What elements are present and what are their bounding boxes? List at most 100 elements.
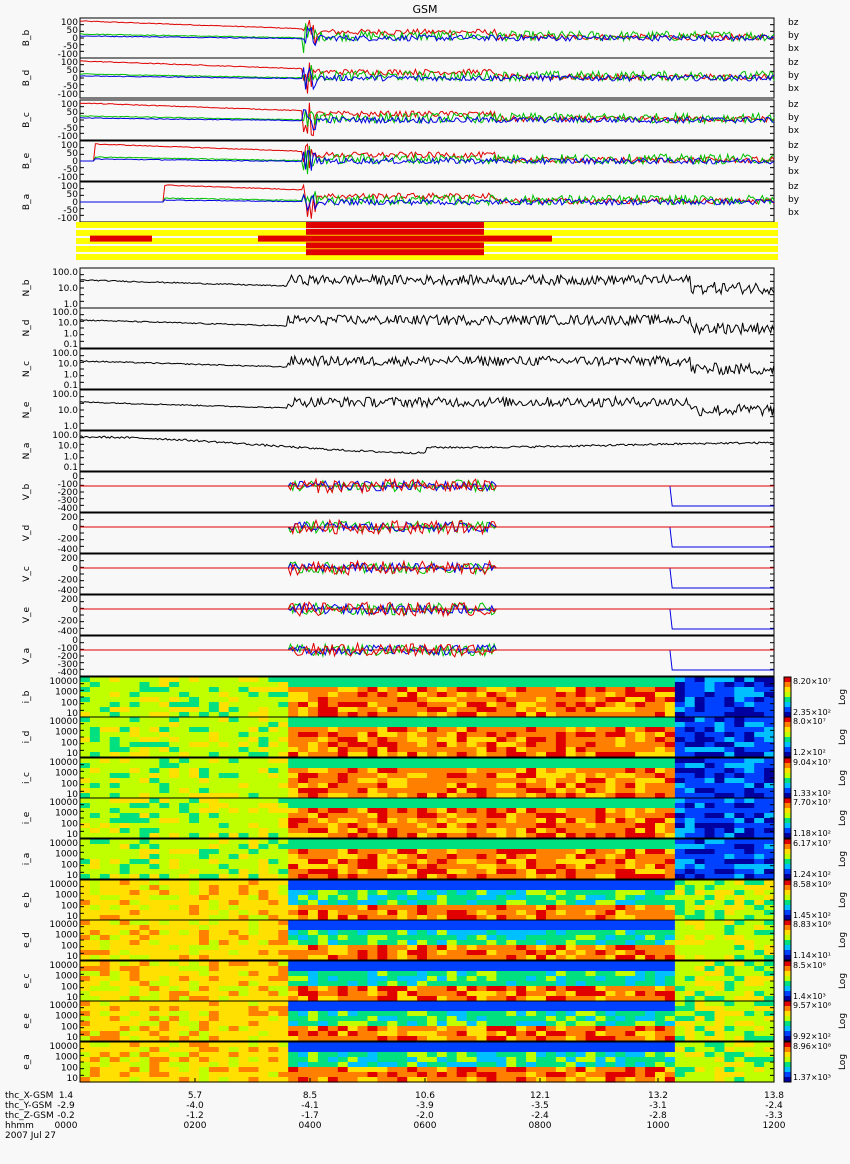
- spectrogram-cell: [308, 783, 319, 789]
- spectrogram-cell: [625, 950, 636, 956]
- spectrogram-cell: [674, 828, 686, 834]
- spectrogram-cell: [208, 991, 220, 997]
- spectrogram-cell: [327, 833, 339, 839]
- spectrogram-cell: [684, 747, 696, 753]
- spectrogram-cell: [417, 732, 428, 738]
- spectrogram-cell: [298, 910, 309, 916]
- spectrogram-cell: [268, 971, 279, 977]
- spectrogram-cell: [268, 880, 279, 886]
- spectrogram-cell: [585, 702, 597, 708]
- spectrogram-cell: [159, 859, 170, 865]
- spectrogram-cell: [208, 844, 220, 850]
- spectrogram-cell: [347, 900, 359, 906]
- series-line: [80, 518, 774, 536]
- spectrogram-cell: [526, 874, 537, 880]
- spectrogram-cell: [367, 869, 378, 875]
- colorbar-segment: [784, 915, 791, 921]
- spectrogram-cell: [149, 803, 160, 809]
- spectrogram-cell: [436, 895, 448, 901]
- spectrogram-cell: [417, 930, 428, 936]
- spectrogram-cell: [565, 763, 577, 769]
- spectrogram-cell: [199, 737, 210, 743]
- spectrogram-cell: [427, 697, 438, 703]
- y-tick-label: 100.0: [52, 431, 78, 441]
- spectrogram-cell: [139, 828, 150, 834]
- spectrogram-cell: [476, 991, 488, 997]
- spectrogram-cell: [704, 966, 716, 972]
- spectrogram-cell: [645, 687, 656, 693]
- spectrogram-cell: [238, 940, 250, 946]
- spectrogram-cell: [327, 783, 339, 789]
- spectrogram-cell: [645, 778, 656, 784]
- spectrogram-cell: [278, 885, 289, 891]
- spectrogram-cell: [684, 976, 696, 982]
- spectrogram-cell: [337, 798, 349, 804]
- spectrogram-cell: [466, 874, 478, 880]
- spectrogram-cell: [486, 869, 497, 875]
- spectrogram-cell: [496, 697, 507, 703]
- spectrogram-cell: [248, 895, 259, 901]
- spectrogram-cell: [169, 773, 180, 779]
- spectrogram-cell: [189, 813, 200, 819]
- spectrogram-cell: [456, 961, 468, 967]
- spectrogram-cell: [208, 808, 220, 814]
- spectrogram-cell: [99, 844, 111, 850]
- spectrogram-cell: [169, 758, 180, 764]
- spectrogram-cell: [129, 971, 141, 977]
- spectrogram-cell: [585, 996, 597, 1002]
- spectrogram-cell: [674, 986, 686, 992]
- spectrogram-cell: [417, 940, 428, 946]
- spectrogram-cell: [327, 874, 339, 880]
- spectrogram-cell: [516, 844, 527, 850]
- spectrogram-cell: [536, 758, 547, 764]
- spectrogram-cell: [555, 880, 567, 886]
- spectrogram-cell: [139, 869, 150, 875]
- spectrogram-cell: [159, 808, 170, 814]
- spectrogram-cell: [436, 961, 448, 967]
- spectrogram-cell: [446, 971, 458, 977]
- spectrogram-cell: [238, 707, 250, 713]
- spectrogram-cell: [248, 768, 259, 774]
- spectrogram-cell: [308, 935, 319, 941]
- spectrogram-cell: [109, 900, 121, 906]
- spectrogram-cell: [208, 859, 220, 865]
- spectrogram-cell: [268, 808, 279, 814]
- spectrogram-cell: [327, 961, 339, 967]
- spectrogram-cell: [516, 833, 527, 839]
- spectrogram-cell: [248, 793, 259, 799]
- spectrogram-cell: [694, 940, 706, 946]
- spectrogram-cell: [228, 950, 240, 956]
- spectrogram-cell: [288, 955, 299, 961]
- spectrogram-cell: [387, 966, 398, 972]
- spectrogram-cell: [337, 758, 349, 764]
- spectrogram-cell: [694, 955, 706, 961]
- spectrogram-cell: [397, 844, 408, 850]
- spectrogram-cell: [199, 712, 210, 718]
- spectrogram-cell: [268, 966, 279, 972]
- spectrogram-cell: [159, 895, 170, 901]
- spectrogram-cell: [635, 788, 646, 794]
- spectrogram-cell: [764, 783, 775, 789]
- spectrogram-cell: [734, 905, 745, 911]
- spectrogram-cell: [159, 682, 170, 688]
- spectrogram-cell: [417, 702, 428, 708]
- y-tick-label: 1000: [55, 728, 78, 738]
- spectrogram-cell: [635, 773, 646, 779]
- spectrogram-cell: [248, 961, 259, 967]
- spectrogram-cell: [555, 864, 567, 870]
- spectrogram-cell: [615, 747, 626, 753]
- spectrogram-cell: [744, 742, 755, 748]
- spectrogram-cell: [89, 844, 101, 850]
- spectrogram-cell: [724, 752, 735, 758]
- spectrogram-cell: [109, 966, 121, 972]
- spectrogram-cell: [714, 930, 725, 936]
- spectrogram-cell: [139, 991, 150, 997]
- spectrogram-cell: [218, 773, 230, 779]
- spectrogram-cell: [526, 793, 537, 799]
- spectrogram-cell: [199, 823, 210, 829]
- spectrogram-cell: [288, 910, 299, 916]
- legend-by: by: [788, 71, 800, 81]
- spectrogram-cell: [724, 935, 735, 941]
- spectrogram-cell: [278, 813, 289, 819]
- spectrogram-cell: [159, 768, 170, 774]
